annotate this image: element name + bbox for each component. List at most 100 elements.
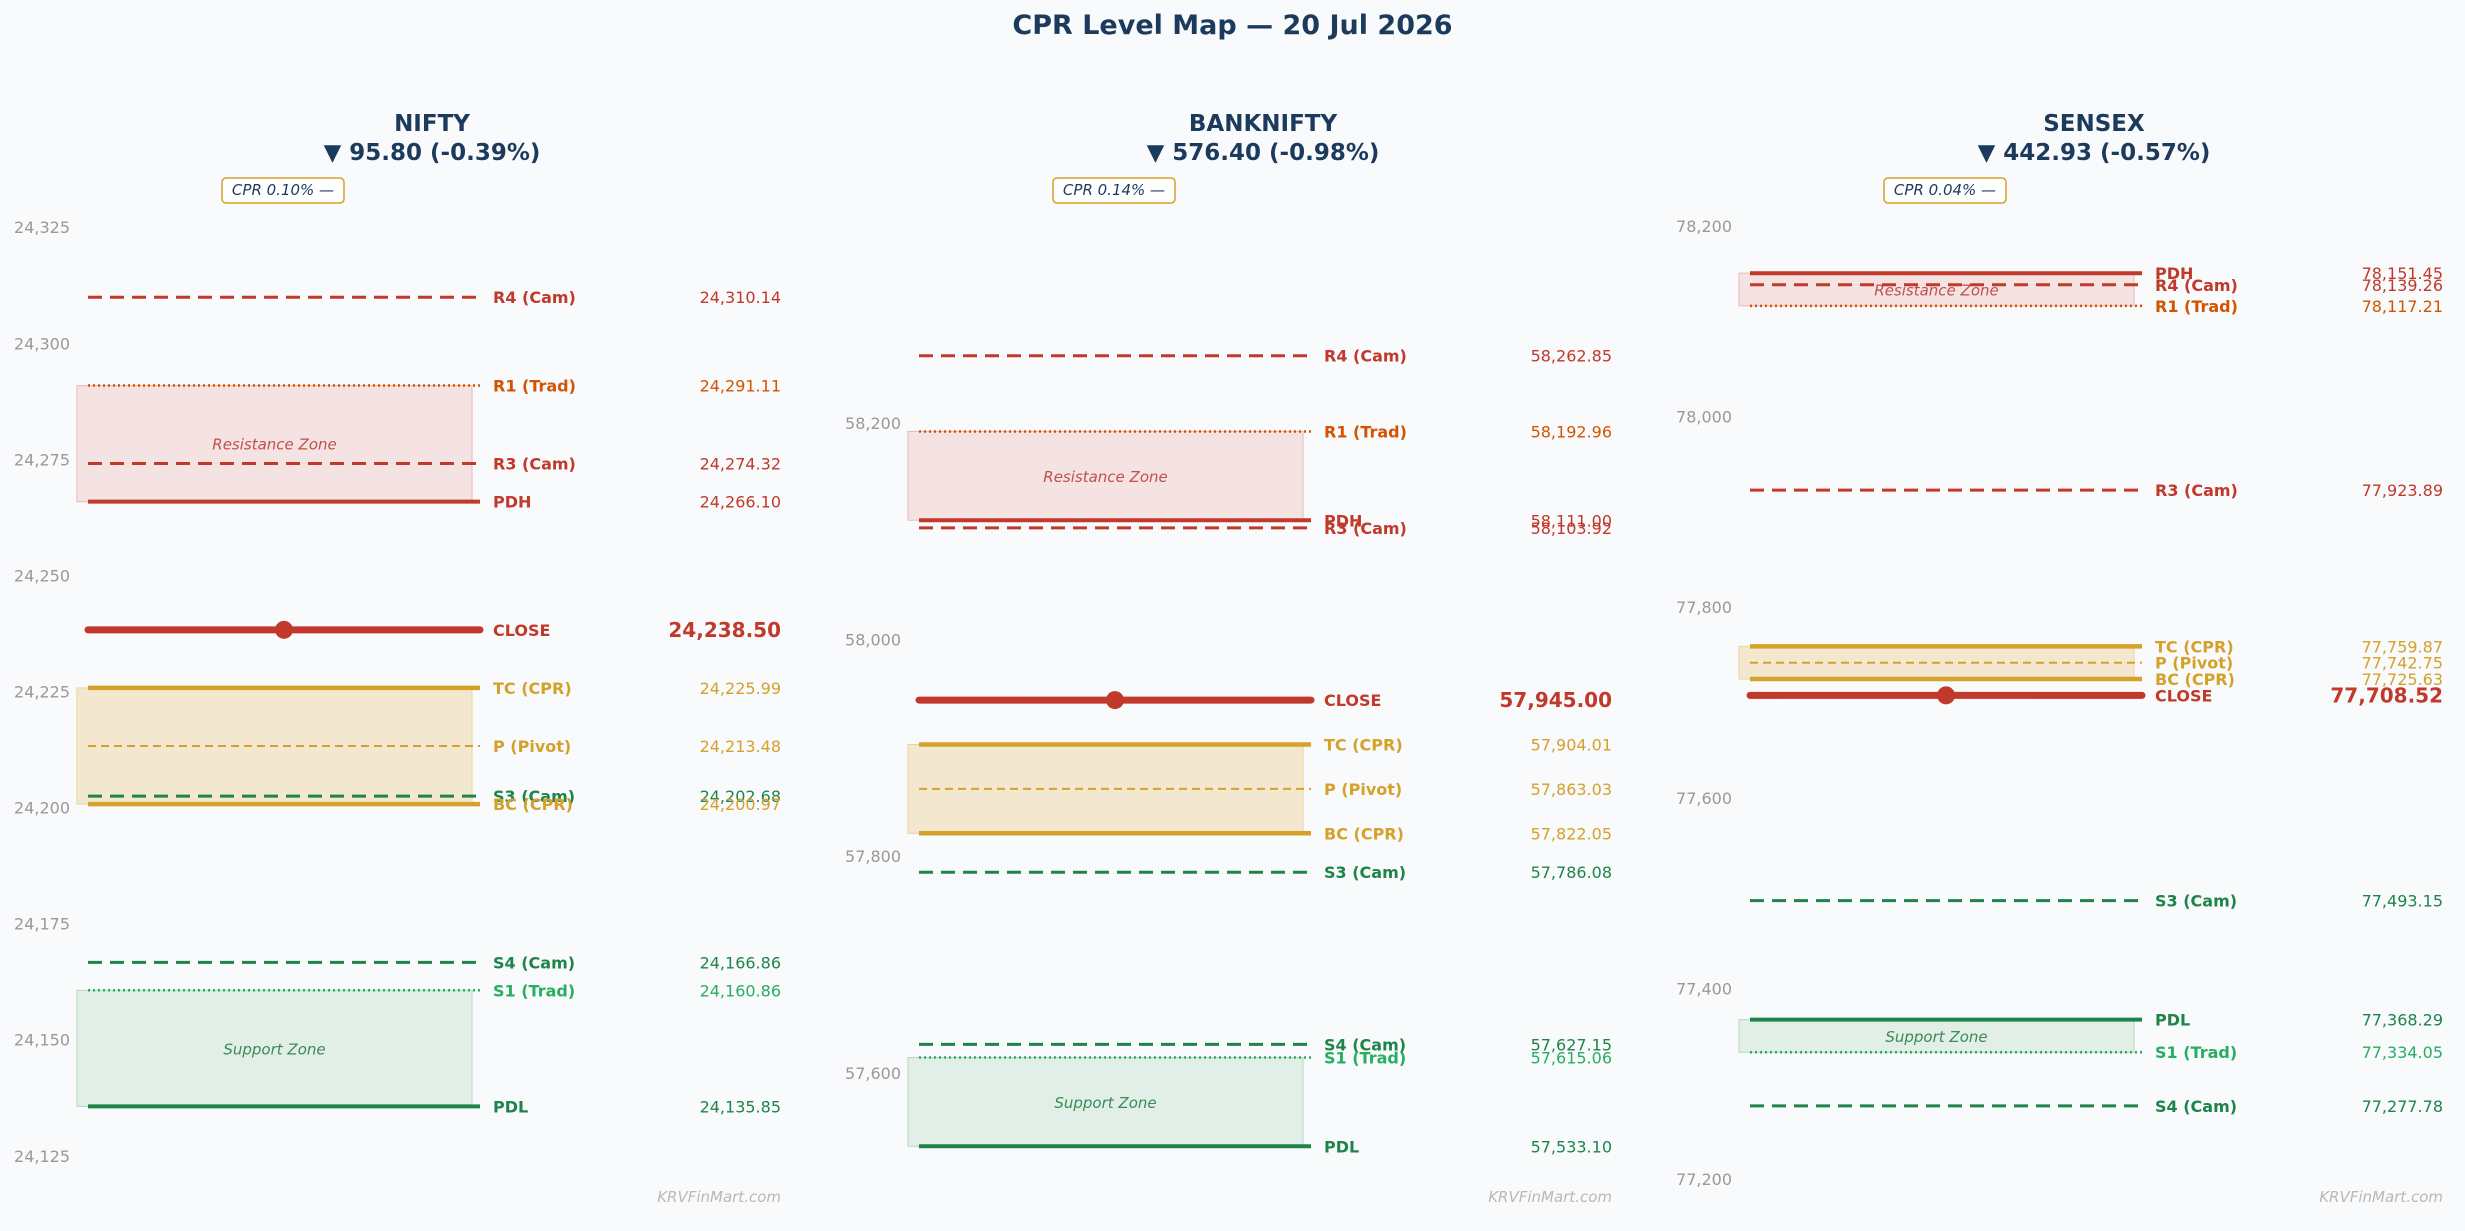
level-label-tc-cpr: TC (CPR)	[493, 679, 572, 698]
support-zone-label: Support Zone	[1885, 1028, 1987, 1046]
level-value-r4-cam: 58,262.85	[1531, 347, 1612, 366]
level-value-s3-cam: 77,493.15	[2362, 892, 2443, 911]
level-value-r3-cam: 24,274.32	[700, 455, 781, 474]
y-tick-label: 77,400	[1676, 979, 1732, 998]
level-value-close: 57,945.00	[1499, 688, 1612, 712]
page-title: CPR Level Map — 20 Jul 2026	[1012, 10, 1453, 41]
level-value-s1-trad: 24,160.86	[700, 981, 781, 1000]
level-value-p-pivot: 77,742.75	[2362, 654, 2443, 673]
level-label-close: CLOSE	[2155, 686, 2212, 705]
level-value-p-pivot: 57,863.03	[1531, 780, 1612, 799]
level-value-r3-cam: 77,923.89	[2362, 481, 2443, 500]
cpr-width-badge-label: CPR 0.04% —	[1894, 181, 1996, 199]
level-label-s3-cam: S3 (Cam)	[493, 787, 575, 806]
resistance-zone	[907, 430, 1304, 521]
level-label-p-pivot: P (Pivot)	[493, 737, 571, 756]
level-value-p-pivot: 24,213.48	[700, 737, 781, 756]
level-label-close: CLOSE	[1324, 691, 1381, 710]
y-tick-label: 77,600	[1676, 789, 1732, 808]
watermark: KRVFinMart.com	[657, 1188, 781, 1206]
level-label-pdh: PDH	[2155, 264, 2193, 283]
watermark: KRVFinMart.com	[1488, 1188, 1612, 1206]
level-label-p-pivot: P (Pivot)	[1324, 780, 1402, 799]
panel-change: ▼ 442.93 (-0.57%)	[1978, 140, 2211, 166]
level-label-pdl: PDL	[2155, 1011, 2190, 1030]
level-label-r1-trad: R1 (Trad)	[1324, 422, 1407, 441]
level-value-s1-trad: 57,615.06	[1531, 1049, 1612, 1068]
cpr-width-badge-label: CPR 0.14% —	[1063, 181, 1165, 199]
y-tick-label: 24,200	[14, 799, 70, 818]
level-label-s3-cam: S3 (Cam)	[1324, 863, 1406, 882]
level-value-s3-cam: 24,202.68	[700, 787, 781, 806]
panel-title: NIFTY	[394, 111, 470, 137]
level-label-pdh: PDH	[1324, 511, 1362, 530]
level-label-p-pivot: P (Pivot)	[2155, 654, 2233, 673]
level-value-tc-cpr: 77,759.87	[2362, 637, 2443, 656]
resistance-zone-label: Resistance Zone	[1043, 468, 1167, 486]
watermark: KRVFinMart.com	[2319, 1188, 2443, 1206]
level-value-pdh: 58,111.00	[1531, 511, 1612, 530]
y-tick-label: 77,200	[1676, 1170, 1732, 1189]
level-label-pdh: PDH	[493, 493, 531, 512]
support-zone-label: Support Zone	[1054, 1094, 1156, 1112]
y-tick-label: 78,000	[1676, 408, 1732, 427]
resistance-zone	[76, 385, 473, 503]
level-label-r3-cam: R3 (Cam)	[1324, 519, 1407, 538]
level-label-s1-trad: S1 (Trad)	[2155, 1043, 2237, 1062]
cpr-width-badge-label: CPR 0.10% —	[232, 181, 334, 199]
level-label-tc-cpr: TC (CPR)	[1324, 735, 1403, 754]
level-value-tc-cpr: 24,225.99	[700, 679, 781, 698]
level-value-r4-cam: 24,310.14	[700, 288, 781, 307]
support-zone	[907, 1057, 1304, 1147]
level-label-s3-cam: S3 (Cam)	[2155, 892, 2237, 911]
resistance-zone-label: Resistance Zone	[212, 436, 336, 454]
cpr-width-badge	[1052, 177, 1176, 204]
level-value-s4-cam: 77,277.78	[2362, 1097, 2443, 1116]
panel-change: ▼ 576.40 (-0.98%)	[1147, 140, 1380, 166]
panel-title: SENSEX	[2043, 111, 2145, 137]
level-label-close: CLOSE	[493, 621, 550, 640]
level-value-bc-cpr: 77,725.63	[2362, 670, 2443, 689]
level-value-r1-trad: 58,192.96	[1531, 422, 1612, 441]
level-label-tc-cpr: TC (CPR)	[2155, 637, 2234, 656]
level-value-r1-trad: 78,117.21	[2362, 297, 2443, 316]
support-zone	[1738, 1019, 2135, 1053]
y-tick-label: 58,200	[845, 414, 901, 433]
level-value-pdh: 78,151.45	[2362, 264, 2443, 283]
level-label-bc-cpr: BC (CPR)	[1324, 824, 1404, 843]
support-zone-label: Support Zone	[223, 1040, 325, 1058]
cpr-width-badge	[1883, 177, 2007, 204]
close-marker	[275, 620, 293, 639]
level-label-s1-trad: S1 (Trad)	[493, 981, 575, 1000]
y-tick-label: 24,125	[14, 1147, 70, 1166]
y-tick-label: 24,150	[14, 1031, 70, 1050]
y-tick-label: 24,300	[14, 334, 70, 353]
level-value-s4-cam: 57,627.15	[1531, 1035, 1612, 1054]
y-tick-label: 24,275	[14, 450, 70, 469]
support-zone	[76, 989, 473, 1107]
level-value-r1-trad: 24,291.11	[700, 377, 781, 396]
level-label-pdl: PDL	[493, 1097, 528, 1116]
level-label-r4-cam: R4 (Cam)	[493, 288, 576, 307]
y-tick-label: 78,200	[1676, 217, 1732, 236]
level-value-close: 24,238.50	[668, 618, 781, 642]
level-label-r4-cam: R4 (Cam)	[1324, 347, 1407, 366]
level-value-r3-cam: 58,103.92	[1531, 519, 1612, 538]
level-value-s1-trad: 77,334.05	[2362, 1043, 2443, 1062]
y-tick-label: 24,325	[14, 218, 70, 237]
level-value-s3-cam: 57,786.08	[1531, 863, 1612, 882]
level-value-pdl: 77,368.29	[2362, 1011, 2443, 1030]
level-label-r3-cam: R3 (Cam)	[2155, 481, 2238, 500]
y-tick-label: 58,000	[845, 631, 901, 650]
level-value-s4-cam: 24,166.86	[700, 953, 781, 972]
level-label-r1-trad: R1 (Trad)	[2155, 297, 2238, 316]
panel-title: BANKNIFTY	[1189, 111, 1338, 137]
close-marker	[1937, 686, 1955, 705]
level-label-s4-cam: S4 (Cam)	[1324, 1035, 1406, 1054]
level-label-s4-cam: S4 (Cam)	[493, 953, 575, 972]
y-tick-label: 24,250	[14, 566, 70, 585]
y-tick-label: 24,175	[14, 915, 70, 934]
level-value-tc-cpr: 57,904.01	[1531, 735, 1612, 754]
level-label-s4-cam: S4 (Cam)	[2155, 1097, 2237, 1116]
level-value-pdl: 24,135.85	[700, 1097, 781, 1116]
